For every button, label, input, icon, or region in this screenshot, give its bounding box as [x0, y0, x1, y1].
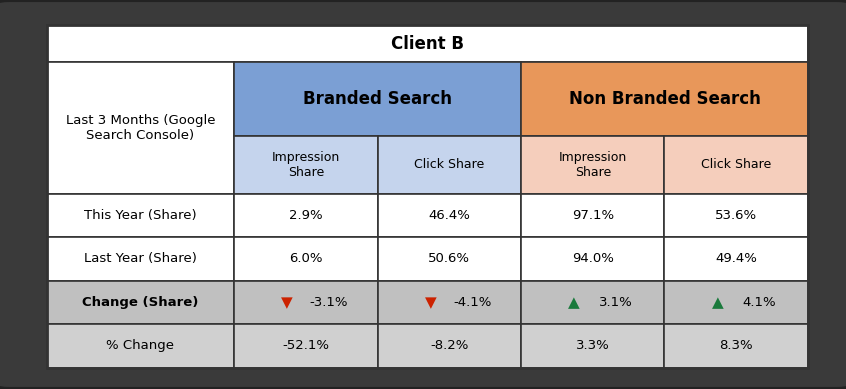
- Text: Branded Search: Branded Search: [303, 90, 452, 108]
- Bar: [664, 136, 808, 194]
- Bar: [234, 194, 377, 237]
- Bar: [47, 280, 234, 324]
- Text: ▲: ▲: [711, 295, 723, 310]
- Bar: [377, 324, 521, 368]
- Text: Change (Share): Change (Share): [82, 296, 199, 309]
- Text: 50.6%: 50.6%: [428, 252, 470, 265]
- Bar: [521, 280, 664, 324]
- Bar: [47, 194, 234, 237]
- Bar: [521, 237, 664, 280]
- Bar: [234, 62, 521, 136]
- Bar: [664, 280, 808, 324]
- Bar: [377, 194, 521, 237]
- Bar: [521, 194, 664, 237]
- Bar: [234, 136, 377, 194]
- Text: ▼: ▼: [282, 295, 293, 310]
- Bar: [47, 237, 234, 280]
- Bar: [664, 324, 808, 368]
- Bar: [234, 237, 377, 280]
- Text: 53.6%: 53.6%: [715, 209, 757, 222]
- Text: 49.4%: 49.4%: [715, 252, 757, 265]
- Bar: [47, 25, 808, 62]
- Bar: [234, 280, 377, 324]
- Text: Last Year (Share): Last Year (Share): [84, 252, 197, 265]
- Bar: [47, 25, 808, 368]
- Bar: [377, 280, 521, 324]
- Text: ▲: ▲: [569, 295, 580, 310]
- Text: -8.2%: -8.2%: [430, 339, 469, 352]
- Bar: [377, 237, 521, 280]
- Text: ▼: ▼: [425, 295, 437, 310]
- Text: 2.9%: 2.9%: [289, 209, 322, 222]
- Text: 4.1%: 4.1%: [742, 296, 776, 309]
- Text: 46.4%: 46.4%: [428, 209, 470, 222]
- Text: 3.3%: 3.3%: [576, 339, 610, 352]
- Bar: [234, 324, 377, 368]
- Text: 97.1%: 97.1%: [572, 209, 614, 222]
- Text: 8.3%: 8.3%: [719, 339, 753, 352]
- Text: Impression
Share: Impression Share: [558, 151, 627, 179]
- Text: 94.0%: 94.0%: [572, 252, 613, 265]
- Bar: [521, 324, 664, 368]
- Bar: [47, 62, 234, 194]
- Text: 3.1%: 3.1%: [599, 296, 633, 309]
- Text: Click Share: Click Share: [415, 158, 485, 171]
- Text: -4.1%: -4.1%: [453, 296, 492, 309]
- Text: This Year (Share): This Year (Share): [84, 209, 196, 222]
- Bar: [521, 62, 808, 136]
- Text: 6.0%: 6.0%: [289, 252, 322, 265]
- Bar: [521, 136, 664, 194]
- Text: Last 3 Months (Google
Search Console): Last 3 Months (Google Search Console): [66, 114, 215, 142]
- Bar: [664, 194, 808, 237]
- Text: Non Branded Search: Non Branded Search: [569, 90, 761, 108]
- Bar: [47, 324, 234, 368]
- Text: Click Share: Click Share: [701, 158, 772, 171]
- Bar: [664, 237, 808, 280]
- Text: Impression
Share: Impression Share: [272, 151, 340, 179]
- Text: Client B: Client B: [391, 35, 464, 53]
- Text: -52.1%: -52.1%: [283, 339, 329, 352]
- Text: % Change: % Change: [107, 339, 174, 352]
- Bar: [377, 136, 521, 194]
- Text: -3.1%: -3.1%: [310, 296, 348, 309]
